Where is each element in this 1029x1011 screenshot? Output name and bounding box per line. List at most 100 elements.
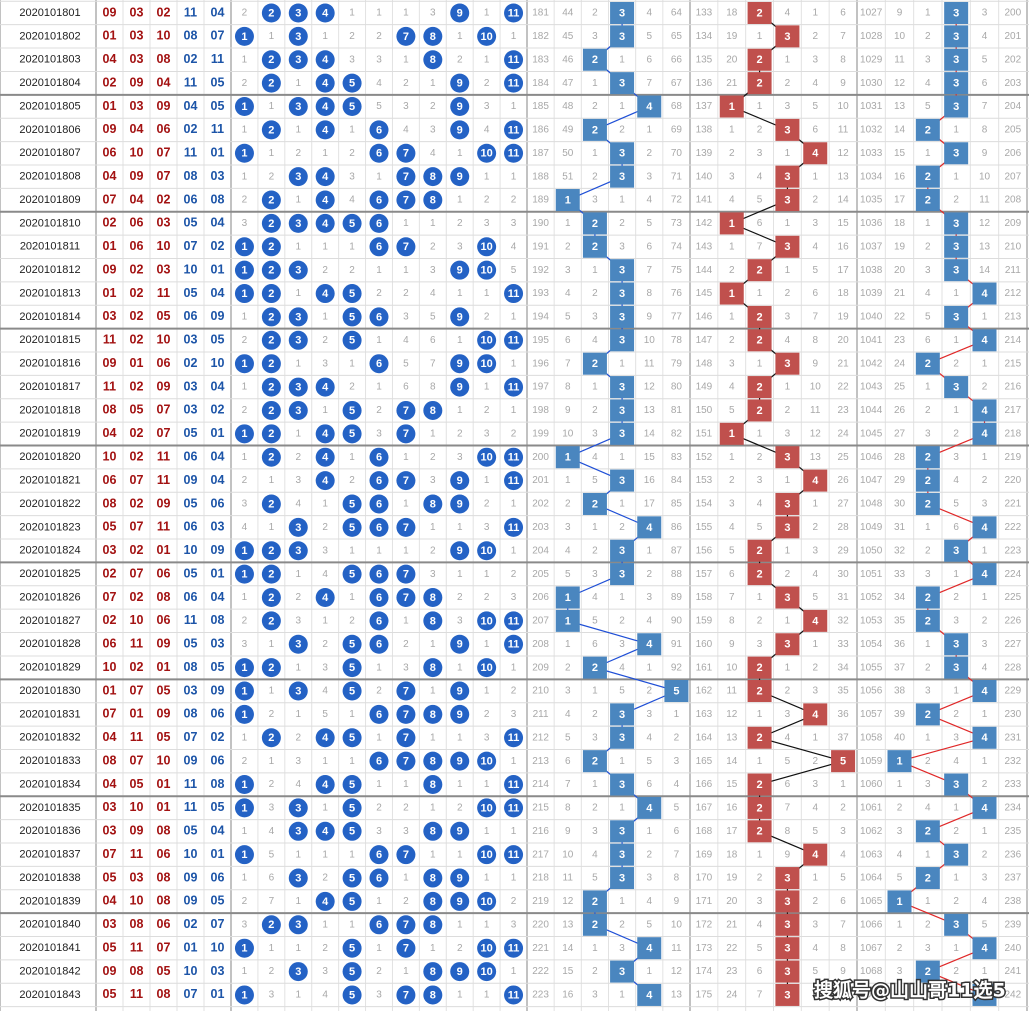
draw-number: 09 bbox=[184, 753, 198, 767]
miss-count: 36 bbox=[838, 709, 850, 720]
draw-number: 11 bbox=[211, 52, 224, 66]
hit-ball bbox=[261, 260, 281, 280]
miss-count: 5 bbox=[925, 312, 931, 323]
draw-number: 01 bbox=[211, 262, 225, 276]
hit-ball bbox=[261, 237, 281, 257]
hit-value: 2 bbox=[925, 171, 931, 183]
period-counter: 157 bbox=[696, 569, 713, 580]
hit-number: 1 bbox=[241, 101, 247, 113]
miss-count: 9 bbox=[565, 826, 571, 837]
hit-ball bbox=[423, 400, 443, 420]
miss-count: 3 bbox=[376, 826, 382, 837]
miss-count: 5 bbox=[646, 919, 652, 930]
hit-ball bbox=[369, 471, 389, 491]
miss-count: 1 bbox=[403, 218, 409, 229]
period-counter: 1036 bbox=[860, 218, 883, 229]
period-counter: 142 bbox=[696, 218, 713, 229]
hit-ball bbox=[396, 681, 416, 701]
draw-number: 05 bbox=[184, 286, 198, 300]
miss-count: 2 bbox=[646, 569, 652, 580]
miss-count: 21 bbox=[894, 288, 906, 299]
hit-value: 1 bbox=[565, 615, 571, 627]
miss-count: 1 bbox=[812, 873, 818, 884]
hit-value: 2 bbox=[757, 685, 763, 697]
hit-number: 8 bbox=[430, 592, 436, 604]
miss-count: 3 bbox=[897, 966, 903, 977]
hit-number: 11 bbox=[508, 779, 520, 791]
hit-number: 4 bbox=[322, 732, 329, 744]
miss-count: 2 bbox=[897, 943, 903, 954]
hit-number: 8 bbox=[430, 896, 436, 908]
miss-count: 1 bbox=[982, 358, 988, 369]
miss-count: 1 bbox=[322, 849, 328, 860]
hit-ball bbox=[369, 751, 389, 771]
miss-count: 6 bbox=[812, 288, 818, 299]
hit-value: 3 bbox=[784, 896, 790, 908]
period-counter: 194 bbox=[532, 312, 549, 323]
hit-ball bbox=[504, 143, 524, 163]
miss-count: 218 bbox=[1004, 428, 1021, 439]
hit-ball bbox=[396, 237, 416, 257]
period-counter: 1027 bbox=[860, 8, 883, 19]
draw-number: 06 bbox=[184, 520, 198, 534]
hit-value: 3 bbox=[619, 381, 625, 393]
miss-count: 84 bbox=[671, 475, 683, 486]
miss-count: 1 bbox=[729, 452, 735, 463]
hit-number: 11 bbox=[508, 943, 520, 955]
hit-ball bbox=[396, 190, 416, 210]
hit-box bbox=[915, 703, 940, 726]
period-counter: 183 bbox=[532, 54, 549, 65]
miss-count: 219 bbox=[1004, 452, 1021, 463]
miss-count: 20 bbox=[726, 896, 738, 907]
hit-ball bbox=[396, 26, 416, 46]
miss-count: 1 bbox=[403, 499, 409, 510]
hit-number: 3 bbox=[295, 545, 301, 557]
miss-count: 40 bbox=[894, 732, 906, 743]
hit-value: 4 bbox=[981, 802, 988, 814]
hit-number: 9 bbox=[457, 171, 463, 183]
hit-number: 8 bbox=[430, 194, 436, 206]
hit-value: 3 bbox=[953, 381, 959, 393]
miss-count: 1 bbox=[322, 148, 328, 159]
hit-number: 11 bbox=[508, 148, 520, 160]
hit-ball bbox=[342, 821, 362, 841]
miss-count: 8 bbox=[565, 382, 571, 393]
miss-count: 1 bbox=[646, 826, 652, 837]
miss-count: 1 bbox=[242, 171, 248, 182]
miss-count: 21 bbox=[726, 78, 738, 89]
miss-count: 2 bbox=[619, 125, 625, 136]
issue: 2020101827 bbox=[19, 615, 80, 627]
miss-count: 15 bbox=[644, 452, 656, 463]
miss-count: 2 bbox=[349, 616, 355, 627]
period-counter: 1033 bbox=[860, 148, 883, 159]
draw-number: 06 bbox=[130, 216, 144, 230]
hit-value: 4 bbox=[646, 943, 653, 955]
miss-count: 1 bbox=[953, 803, 959, 814]
miss-count: 1 bbox=[757, 101, 763, 112]
miss-count: 3 bbox=[592, 990, 598, 1001]
hit-number: 11 bbox=[508, 475, 520, 487]
hit-value: 1 bbox=[565, 194, 571, 206]
hit-box bbox=[972, 563, 997, 586]
period-counter: 138 bbox=[696, 125, 713, 136]
miss-count: 1 bbox=[457, 31, 463, 42]
draw-number: 10 bbox=[184, 262, 198, 276]
miss-count: 1 bbox=[242, 54, 248, 65]
miss-count: 1 bbox=[757, 756, 763, 767]
miss-count: 3 bbox=[619, 639, 625, 650]
draw-number: 08 bbox=[130, 964, 144, 978]
miss-count: 6 bbox=[729, 569, 735, 580]
draw-number: 11 bbox=[184, 5, 197, 19]
hit-box bbox=[747, 656, 772, 679]
draw-number: 07 bbox=[184, 987, 198, 1001]
miss-count: 2 bbox=[457, 54, 463, 65]
draw-number: 04 bbox=[103, 52, 117, 66]
hit-box bbox=[637, 983, 662, 1006]
hit-box bbox=[610, 72, 635, 95]
miss-count: 10 bbox=[838, 990, 850, 1001]
hit-number: 4 bbox=[322, 218, 329, 230]
draw-number: 01 bbox=[211, 426, 225, 440]
miss-count: 1 bbox=[484, 639, 490, 650]
hit-ball bbox=[234, 704, 254, 724]
miss-count: 3 bbox=[785, 312, 791, 323]
